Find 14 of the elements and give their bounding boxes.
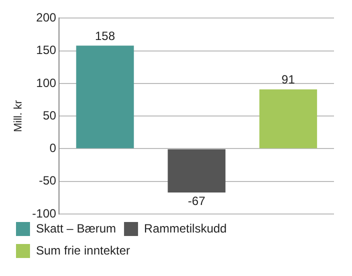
legend-label: Rammetilskudd [144,221,227,236]
data-label: 158 [95,28,116,43]
y-tick-label: 200 [36,10,57,25]
legend-label: Skatt – Bærum [36,221,116,236]
data-label: 91 [282,72,296,87]
y-tick-label: 0 [50,141,57,156]
y-tick-label: 50 [42,108,57,122]
data-label: -67 [188,194,206,208]
y-tick-label: -100 [32,206,57,220]
y-tick-label: 150 [36,43,57,58]
legend-label: Sum frie inntekter [36,243,130,258]
y-axis-title: Mill. kr [12,100,25,132]
y-tick-label: -50 [38,174,57,188]
y-tick-label: 100 [36,76,57,90]
